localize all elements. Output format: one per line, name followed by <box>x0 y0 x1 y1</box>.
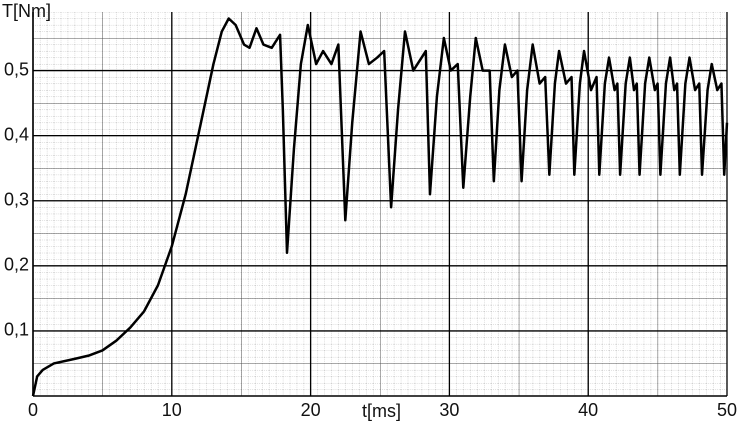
x-tick-label: 50 <box>717 400 737 420</box>
y-tick-label: 0,3 <box>4 189 29 209</box>
y-tick-label: 0,4 <box>4 124 29 144</box>
y-tick-label: 0,5 <box>4 59 29 79</box>
y-tick-label: 0,1 <box>4 320 29 340</box>
x-tick-label: 20 <box>301 400 321 420</box>
x-tick-label: 40 <box>578 400 598 420</box>
mid-grid <box>33 12 727 396</box>
x-tick-label: 0 <box>28 400 38 420</box>
x-axis-label: t[ms] <box>362 401 401 421</box>
data-line <box>31 17 729 397</box>
x-tick-label: 30 <box>439 400 459 420</box>
y-axis-label: T[Nm] <box>2 1 51 21</box>
y-tick-label: 0,2 <box>4 255 29 275</box>
grid <box>32 12 728 396</box>
x-tick-label: 10 <box>162 400 182 420</box>
